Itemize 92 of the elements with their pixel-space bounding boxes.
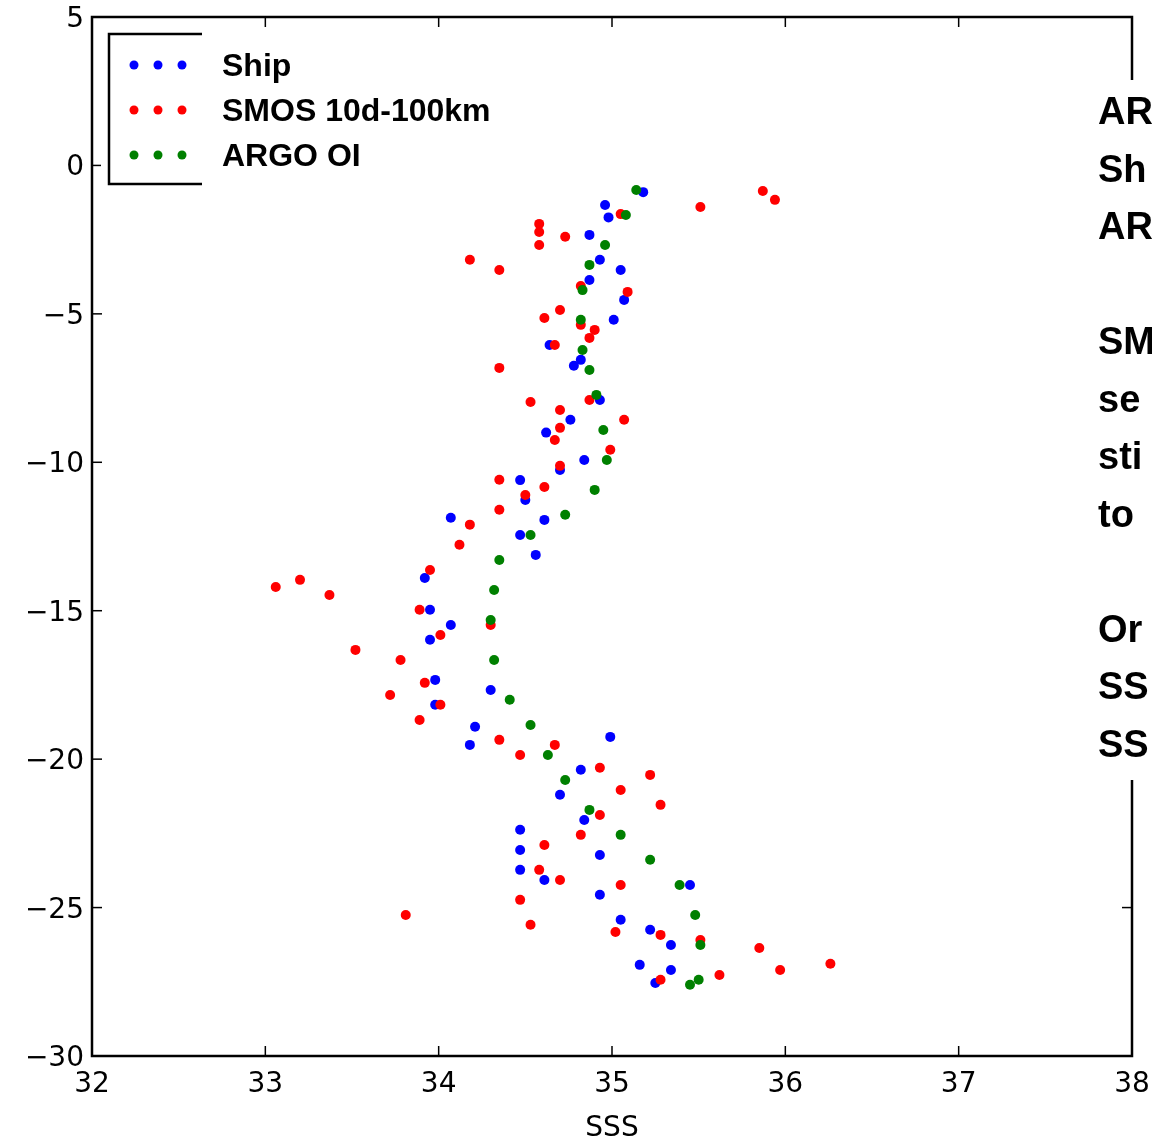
legend-label: ARGO OI (222, 137, 361, 173)
point (665, 964, 676, 975)
point (579, 815, 590, 825)
point (600, 239, 611, 250)
point (589, 484, 600, 495)
point (515, 844, 526, 855)
y-tick-label: 0 (66, 149, 84, 183)
point (425, 634, 435, 645)
point (575, 764, 586, 775)
x-tick-label: 36 (767, 1066, 804, 1099)
annotation: Or SS SS (1098, 607, 1149, 765)
y-tick-label: −15 (24, 594, 84, 628)
point (494, 554, 505, 565)
point (665, 939, 676, 950)
point (515, 530, 526, 541)
point (634, 959, 645, 970)
point (445, 619, 456, 630)
point (489, 584, 500, 595)
point (560, 774, 571, 785)
point (605, 731, 616, 742)
point (584, 229, 595, 240)
point (603, 212, 614, 223)
point (584, 275, 595, 286)
x-tick-label: 38 (1114, 1066, 1150, 1099)
x-tick-label: 32 (74, 1066, 110, 1099)
point (530, 549, 541, 560)
x-tick-label: 33 (247, 1066, 284, 1099)
annotation: AR Sh AR (1098, 90, 1152, 247)
point (645, 854, 656, 865)
point (685, 979, 695, 990)
point (525, 720, 536, 730)
legend-label: SMOS 10d-100km (222, 92, 491, 128)
point (577, 285, 588, 296)
point (565, 414, 576, 425)
point (695, 939, 706, 950)
point (584, 259, 595, 270)
y-tick-label: −20 (24, 743, 84, 777)
point (464, 739, 475, 750)
point (615, 264, 626, 275)
point (620, 210, 631, 220)
point (685, 880, 695, 891)
point (619, 294, 630, 305)
point (600, 199, 611, 210)
point (594, 850, 605, 861)
point (504, 694, 515, 705)
point (598, 424, 609, 435)
y-tick-label: −25 (24, 891, 84, 925)
point (560, 509, 571, 520)
point (419, 573, 430, 584)
point (542, 749, 553, 760)
point (575, 354, 586, 365)
point (631, 185, 642, 196)
point (541, 427, 552, 438)
x-axis-title: SSS (585, 1110, 639, 1140)
x-tick-label: 34 (420, 1066, 457, 1099)
point (515, 864, 526, 875)
x-tick-label: 37 (940, 1066, 977, 1099)
point (601, 454, 612, 465)
point (690, 909, 701, 920)
point (489, 654, 500, 665)
point (584, 364, 595, 375)
point (525, 530, 536, 541)
point (470, 721, 481, 732)
point (645, 924, 656, 935)
point (591, 389, 602, 400)
point (445, 512, 456, 523)
y-tick-label: −5 (42, 297, 84, 331)
point (577, 345, 588, 356)
point (515, 475, 526, 486)
y-tick-label: 5 (66, 1, 84, 34)
legend-label: Ship (222, 47, 292, 83)
point (539, 874, 550, 885)
point (575, 314, 586, 325)
point (425, 604, 435, 615)
point (515, 824, 526, 835)
point (485, 614, 496, 625)
point (615, 914, 626, 925)
point (430, 674, 441, 685)
point (568, 360, 579, 371)
point (584, 804, 595, 815)
point (594, 254, 605, 265)
point (615, 829, 626, 840)
y-tick-label: −10 (24, 446, 84, 480)
x-tick-label: 35 (594, 1066, 630, 1099)
point (539, 514, 550, 525)
point (594, 889, 605, 900)
point (693, 974, 704, 985)
point (674, 880, 685, 891)
point (485, 684, 496, 695)
point (608, 314, 619, 325)
point (555, 789, 565, 800)
point (579, 454, 590, 465)
